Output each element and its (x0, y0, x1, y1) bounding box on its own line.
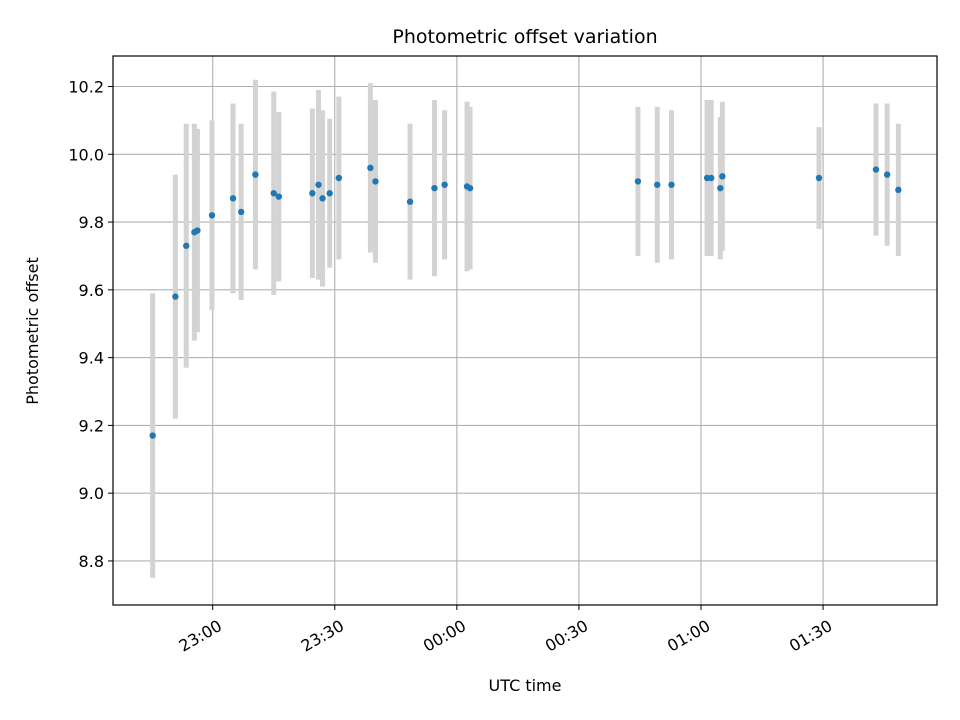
data-point (315, 181, 322, 188)
y-tick-label: 10.2 (68, 78, 104, 97)
data-point (326, 190, 333, 197)
y-tick-label: 9.0 (79, 484, 104, 503)
plot-frame (112, 55, 938, 606)
data-point (466, 184, 474, 192)
y-tick-label: 10.0 (68, 145, 104, 164)
data-point (654, 181, 661, 188)
data-point (431, 184, 438, 192)
data-point (707, 174, 715, 182)
data-point (406, 198, 414, 205)
data-point (441, 181, 448, 188)
data-point (149, 432, 156, 439)
y-axis-label: Photometric offset (23, 257, 42, 405)
data-point (319, 195, 326, 202)
data-point (895, 186, 902, 194)
data-point (172, 293, 179, 300)
data-point (668, 181, 675, 188)
data-point (719, 173, 726, 180)
chart-title: Photometric offset variation (392, 26, 657, 48)
data-point (208, 212, 216, 219)
data-point (183, 242, 190, 249)
x-axis-label: UTC time (489, 676, 562, 695)
y-tick-label: 9.2 (79, 416, 104, 435)
data-point (372, 178, 379, 185)
data-point (194, 227, 201, 234)
y-tick-label: 9.4 (79, 349, 104, 368)
y-tick-label: 9.8 (79, 213, 104, 232)
data-point (335, 174, 343, 182)
data-point (367, 164, 374, 172)
data-point (717, 184, 724, 192)
data-point (270, 190, 277, 197)
data-point (237, 208, 245, 216)
data-point (634, 178, 642, 185)
y-tick-label: 9.6 (79, 281, 104, 300)
data-point (275, 193, 283, 200)
grid (113, 56, 937, 605)
data-point (883, 171, 891, 178)
data-points (149, 164, 902, 439)
data-point (252, 171, 259, 178)
data-point (309, 190, 316, 197)
y-axis: 8.8 9.0 9.2 9.4 9.6 9.8 10.0 10.2 (68, 78, 113, 571)
data-point (872, 166, 880, 173)
data-point (229, 195, 237, 202)
y-tick-label: 8.8 (79, 552, 104, 571)
data-point (815, 174, 823, 182)
